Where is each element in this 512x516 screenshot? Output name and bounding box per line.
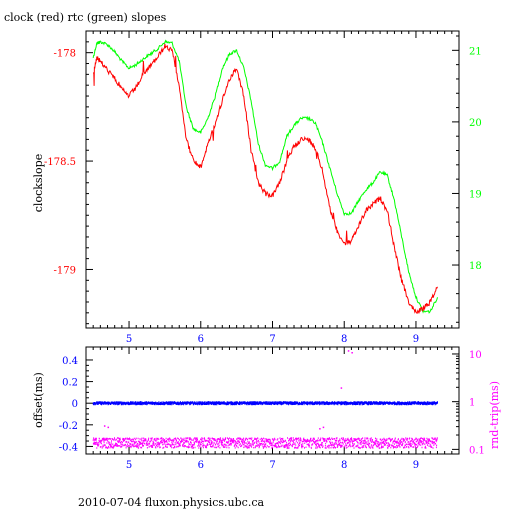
bottom-y2-tick-label: 10 — [469, 350, 482, 361]
chart-title: clock (red) rtc (green) slopes — [4, 11, 167, 24]
top-y2-tick-label: 21 — [469, 46, 482, 57]
top-x-tick-label: 7 — [269, 334, 275, 345]
rtt-outlier-point — [319, 428, 321, 430]
bottom-x-tick-label: 9 — [413, 460, 419, 471]
top-y2-tick-label: 18 — [469, 261, 482, 272]
top-plot: 5 6 7 8 9 -178 -178.5 -179 21 20 19 18 — [44, 30, 482, 345]
rtt-outlier-point — [103, 425, 106, 427]
bottom-y-tick-label: 0.2 — [62, 378, 78, 389]
top-y-tick-label: -178.5 — [44, 157, 76, 168]
rtt-outlier-point — [347, 350, 350, 352]
bottom-y-tick-label: 0 — [72, 399, 78, 410]
offset-series-band — [92, 401, 438, 406]
footer-text: 2010-07-04 fluxon.physics.ubc.ca — [78, 496, 264, 509]
bottom-y-tick-label: -0.4 — [59, 442, 78, 453]
bottom-x-tick-label: 7 — [269, 460, 275, 471]
bottom-y2-axis-label: rnd-trip(ms) — [488, 381, 501, 449]
rtt-outlier-point — [107, 426, 110, 429]
bottom-y-tick-label: 0.4 — [62, 356, 78, 367]
top-y-axis-label: clockslope — [32, 154, 45, 212]
bottom-y-tick-label: -0.2 — [59, 421, 78, 432]
rtt-outlier-point — [322, 426, 325, 429]
top-x-tick-label: 5 — [126, 334, 132, 345]
top-y-tick-label: -179 — [54, 265, 76, 276]
bottom-x-tick-label: 6 — [198, 460, 204, 471]
top-y2-tick-label: 19 — [469, 189, 482, 200]
bottom-x-tick-label: 5 — [126, 460, 132, 471]
rtt-outlier-point — [340, 387, 343, 389]
rtt-outlier-point — [351, 351, 353, 354]
rtc-series-line — [92, 39, 438, 314]
bottom-x-tick-label: 8 — [341, 460, 347, 471]
top-y-tick-label: -178 — [54, 49, 76, 60]
bottom-y-axis-label: offset(ms) — [32, 372, 45, 428]
top-x-tick-label: 9 — [413, 334, 419, 345]
bottom-y2-tick-label: 0.1 — [469, 445, 485, 456]
top-x-tick-label: 8 — [341, 334, 347, 345]
top-y2-tick-label: 20 — [469, 118, 482, 129]
rtt-series-band — [92, 437, 438, 449]
top-x-tick-label: 6 — [198, 334, 204, 345]
clock-series-line — [93, 43, 438, 314]
bottom-y2-tick-label: 1 — [469, 398, 475, 409]
bottom-plot: 5 6 7 8 9 0.4 0.2 0 -0.2 -0.4 10 1 0.1 — [59, 346, 485, 471]
